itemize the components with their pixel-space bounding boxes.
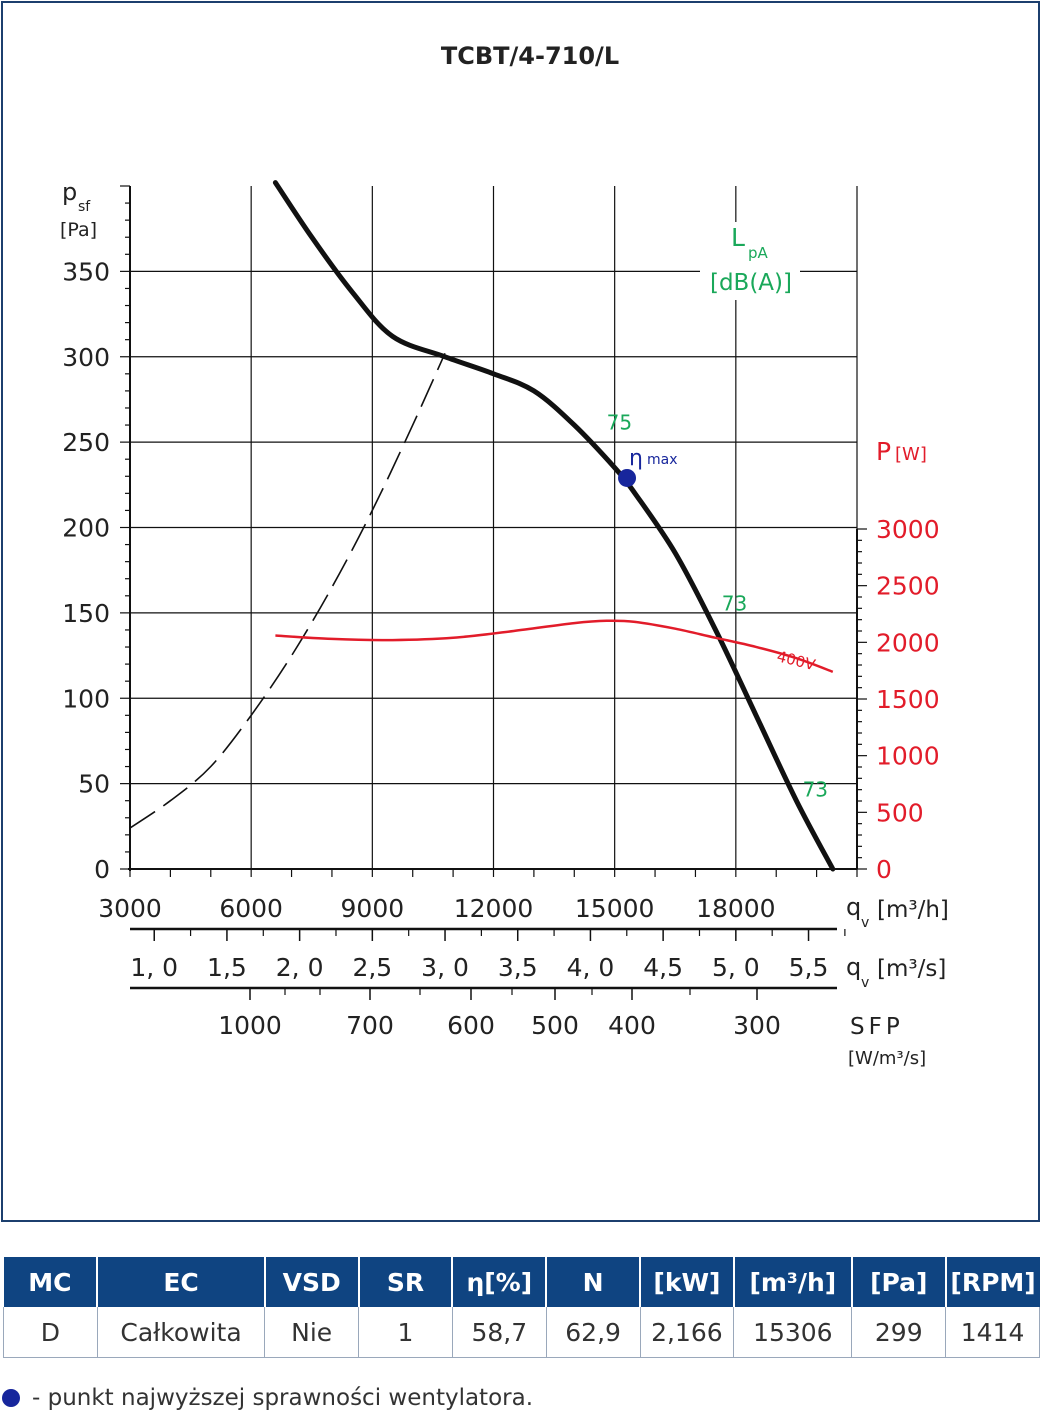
sfp-axis-title: SFP: [850, 1014, 904, 1040]
m3s-tick-label: 4,5: [643, 953, 683, 982]
sfp-tick-label: 700: [346, 1011, 394, 1040]
chart-title: TCBT/4-710/L: [441, 42, 619, 70]
header-vsd: VSD: [264, 1257, 360, 1307]
cell-ec: Całkowita: [97, 1307, 266, 1358]
noise-label-bg: [700, 222, 800, 300]
m3s-tick-label: 5, 0: [712, 953, 760, 982]
m3s-tick-label: 3,5: [498, 953, 538, 982]
m3s-tick-label: 1,5: [207, 953, 247, 982]
header-mc: MC: [3, 1257, 99, 1307]
y-tick-label: 50: [78, 770, 110, 799]
header-kw: [kW]: [640, 1257, 735, 1307]
x-tick-label: 6000: [219, 894, 283, 923]
x-axis-title-sub: v: [861, 915, 869, 931]
fan-performance-chart: TCBT/4-710/L 0 50 100 150 200 250 300 350 psf [Pa…: [60, 42, 949, 1069]
series: [129, 180, 836, 872]
note-text: - punkt najwyższej sprawności wentylator…: [32, 1385, 534, 1411]
m3s-tick-label: 4, 0: [567, 953, 615, 982]
y-axis-unit: [Pa]: [60, 219, 97, 241]
pressure-curve-series: [272, 180, 836, 872]
x2-axis-title-sub: v: [861, 975, 869, 991]
cell-eta: 58,7: [452, 1307, 547, 1358]
header-pa: [Pa]: [851, 1257, 947, 1307]
spec-table: MC EC VSD SR η[%] N [kW] [m³/h] [Pa] [RP…: [3, 1257, 1040, 1358]
m3s-tick-label: 2, 0: [276, 953, 324, 982]
system-curve-series: [129, 352, 446, 829]
cell-flow: 15306: [733, 1307, 853, 1358]
sfp-tick-label: 300: [733, 1011, 781, 1040]
x-tick-label: 12000: [454, 894, 534, 923]
header-ec: EC: [97, 1257, 266, 1307]
power-curve-series: [275, 619, 834, 673]
sfp-tick-label: 500: [531, 1011, 579, 1040]
y2-tick-label: 0: [876, 855, 892, 884]
x2-axis-unit: [m³/s]: [877, 956, 946, 982]
y-axis-title: p: [62, 178, 77, 206]
y-axis-title-sub: sf: [78, 199, 91, 215]
labels: LpA [dB(A)] 400V 75 73 73 η max: [607, 222, 828, 802]
eta-max-dot-icon: [2, 1389, 20, 1407]
m3s-tick-label: 1, 0: [130, 953, 178, 982]
x-tick-label: 18000: [696, 894, 776, 923]
m3s-tick-label: 3, 0: [421, 953, 469, 982]
y-tick-label: 200: [62, 514, 110, 543]
eta-max-point: [618, 468, 637, 487]
eta-max-label: η: [629, 446, 643, 471]
y2-tick-label: 1500: [876, 685, 940, 714]
y2-tick-label: 1000: [876, 742, 940, 771]
y-tick-label: 250: [62, 428, 110, 457]
header-n: N: [546, 1257, 642, 1307]
y2-tick-label: 500: [876, 798, 924, 827]
noise-label-sub: pA: [748, 244, 769, 262]
table-header-row: MC EC VSD SR η[%] N [kW] [m³/h] [Pa] [RP…: [3, 1257, 1040, 1307]
y2-axis-unit: [W]: [895, 444, 927, 465]
cell-mc: D: [3, 1307, 98, 1358]
cell-sr: 1: [358, 1307, 453, 1358]
cell-vsd: Nie: [264, 1307, 360, 1358]
x2-axis-title: q: [846, 953, 861, 981]
noise-marker-label: 73: [722, 592, 747, 616]
eta-max-label-sub: max: [647, 452, 678, 468]
x-tick-label: 9000: [341, 894, 405, 923]
noise-marker-label: 75: [607, 411, 632, 435]
y2-axis-title: P: [876, 437, 891, 466]
cell-n: 62,9: [546, 1307, 641, 1358]
header-rpm: [RPM]: [945, 1257, 1040, 1307]
y-tick-label: 0: [94, 855, 110, 884]
y2-tick-label: 2500: [876, 572, 940, 601]
noise-marker-label: 73: [803, 778, 828, 802]
y-tick-label: 100: [62, 684, 110, 713]
m3s-tick-label: 2,5: [352, 953, 392, 982]
y-tick-label: 350: [62, 257, 110, 286]
cell-pa: 299: [851, 1307, 947, 1358]
x-axis-title: q: [846, 893, 861, 921]
power-series-label: 400V: [775, 647, 818, 674]
x-axis-unit: [m³/h]: [877, 897, 949, 923]
m3s-tick-label: 5,5: [789, 953, 829, 982]
sfp-tick-label: 1000: [218, 1011, 282, 1040]
chart-frame: [1, 1, 1040, 1222]
legend-note: - punkt najwyższej sprawności wentylator…: [2, 1385, 533, 1411]
noise-label-unit: [dB(A)]: [710, 270, 792, 296]
header-sr: SR: [358, 1257, 454, 1307]
header-flow: [m³/h]: [733, 1257, 853, 1307]
noise-label-title: L: [731, 223, 745, 252]
sfp-tick-label: 400: [608, 1011, 656, 1040]
y2-tick-label: 2000: [876, 628, 940, 657]
y2-tick-label: 3000: [876, 515, 940, 544]
x-tick-label: 3000: [98, 894, 162, 923]
y-tick-label: 150: [62, 599, 110, 628]
sfp-axis-unit: [W/m³/s]: [848, 1048, 926, 1069]
cell-kw: 2,166: [640, 1307, 735, 1358]
header-eta: η[%]: [452, 1257, 548, 1307]
x-tick-label: 15000: [575, 894, 655, 923]
table-row: D Całkowita Nie 1 58,7 62,9 2,166 15306 …: [3, 1307, 1040, 1358]
cell-rpm: 1414: [945, 1307, 1040, 1358]
y-tick-label: 300: [62, 343, 110, 372]
sfp-tick-label: 600: [447, 1011, 495, 1040]
